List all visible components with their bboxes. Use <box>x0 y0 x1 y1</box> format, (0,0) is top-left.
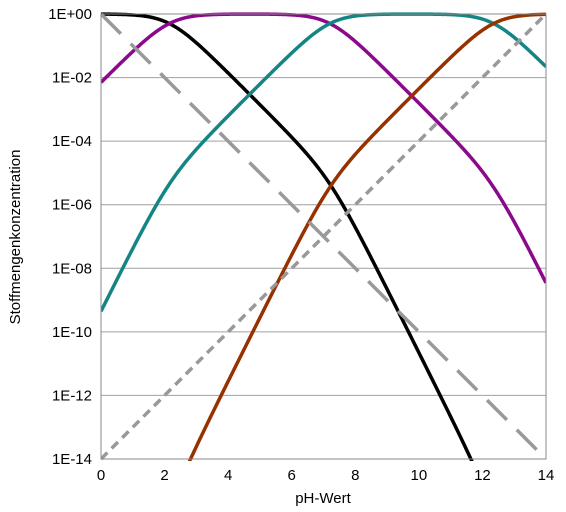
x-tick-label-4: 8 <box>351 467 359 484</box>
y-tick-label-0: 1E+00 <box>48 6 92 23</box>
y-tick-label-2: 1E-04 <box>52 133 92 150</box>
plot-border <box>100 13 547 460</box>
x-axis-title: pH-Wert <box>295 490 351 507</box>
y-tick-label-6: 1E-12 <box>52 387 92 404</box>
x-tick-label-7: 14 <box>538 467 555 484</box>
series-line-4 <box>101 12 546 461</box>
x-tick-label-2: 4 <box>224 467 232 484</box>
series-line-0 <box>101 12 474 461</box>
series-line-3 <box>187 12 546 461</box>
x-tick-label-0: 0 <box>97 467 105 484</box>
x-tick-label-1: 2 <box>160 467 168 484</box>
y-tick-label-5: 1E-10 <box>52 324 92 341</box>
plot-frame <box>100 13 547 460</box>
y-axis-title: Stoffmengenkonzentration <box>7 150 24 325</box>
series-line-2 <box>101 12 546 313</box>
y-tick-label-7: 1E-14 <box>52 451 92 468</box>
y-tick-label-1: 1E-02 <box>52 70 92 87</box>
x-tick-label-5: 10 <box>411 467 428 484</box>
x-tick-label-3: 6 <box>288 467 296 484</box>
y-tick-label-4: 1E-08 <box>52 260 92 277</box>
x-tick-label-6: 12 <box>474 467 491 484</box>
x-tick-labels: 0 2 4 6 8 10 12 14 <box>97 467 555 484</box>
y-tick-labels: 1E+00 1E-02 1E-04 1E-06 1E-08 1E-10 1E-12 1E-14 <box>48 6 92 468</box>
series-line-1 <box>101 12 546 284</box>
series-lines <box>101 12 546 461</box>
y-tick-label-3: 1E-06 <box>52 197 92 214</box>
grid-lines <box>101 13 546 460</box>
